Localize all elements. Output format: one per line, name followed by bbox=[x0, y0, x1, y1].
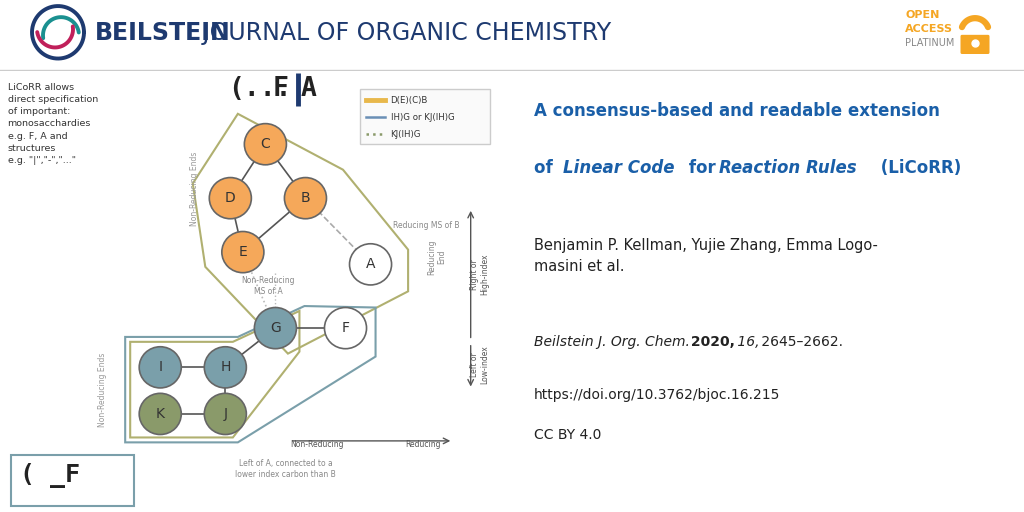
Text: A: A bbox=[300, 76, 316, 102]
Text: Benjamin P. Kellman, Yujie Zhang, Emma Logo-
masini et al.: Benjamin P. Kellman, Yujie Zhang, Emma L… bbox=[535, 239, 878, 274]
Text: G: G bbox=[270, 321, 281, 335]
Text: (...: (... bbox=[227, 76, 292, 102]
Text: for: for bbox=[683, 159, 721, 177]
Text: E: E bbox=[239, 245, 247, 259]
Circle shape bbox=[139, 393, 181, 435]
Circle shape bbox=[245, 123, 287, 165]
Text: Non-Reducing Ends: Non-Reducing Ends bbox=[98, 352, 108, 426]
Circle shape bbox=[209, 178, 251, 219]
Circle shape bbox=[205, 393, 247, 435]
Text: Left or
Low-index: Left or Low-index bbox=[470, 346, 489, 385]
Text: D(E)(C)B: D(E)(C)B bbox=[390, 96, 428, 104]
Text: ( _F: ( _F bbox=[20, 463, 80, 488]
Circle shape bbox=[222, 231, 264, 273]
Text: https://doi.org/10.3762/bjoc.16.215: https://doi.org/10.3762/bjoc.16.215 bbox=[535, 389, 780, 402]
Text: A: A bbox=[366, 258, 375, 271]
Text: ACCESS: ACCESS bbox=[905, 24, 953, 34]
Circle shape bbox=[285, 178, 327, 219]
Text: BEILSTEIN: BEILSTEIN bbox=[95, 22, 230, 45]
Text: LiCoRR allows
direct specification
of important:
monosacchardies
e.g. F, A and
s: LiCoRR allows direct specification of im… bbox=[7, 83, 97, 165]
Text: IH)G or KJ(IH)G: IH)G or KJ(IH)G bbox=[390, 113, 455, 122]
Text: Reducing
End: Reducing End bbox=[427, 239, 446, 275]
Text: D: D bbox=[225, 191, 236, 205]
Text: K: K bbox=[156, 407, 165, 421]
Circle shape bbox=[325, 308, 367, 349]
Circle shape bbox=[205, 347, 247, 388]
Text: OPEN: OPEN bbox=[905, 10, 939, 20]
Text: Left of A, connected to a
lower index carbon than B: Left of A, connected to a lower index ca… bbox=[236, 459, 336, 479]
Text: Linear Code: Linear Code bbox=[563, 159, 674, 177]
Text: F: F bbox=[273, 76, 289, 102]
Circle shape bbox=[254, 308, 296, 349]
Text: Reducing MS of B: Reducing MS of B bbox=[393, 221, 460, 229]
FancyBboxPatch shape bbox=[359, 89, 489, 144]
Text: of: of bbox=[535, 159, 558, 177]
Circle shape bbox=[349, 244, 391, 285]
Text: Reaction Rules: Reaction Rules bbox=[719, 159, 857, 177]
Text: CC BY 4.0: CC BY 4.0 bbox=[535, 428, 601, 442]
Text: 2020,: 2020, bbox=[686, 335, 735, 350]
Text: KJ(IH)G: KJ(IH)G bbox=[390, 130, 421, 139]
Text: I: I bbox=[159, 360, 162, 374]
Text: Non-Reducing: Non-Reducing bbox=[291, 440, 344, 449]
Text: A consensus-based and readable extension: A consensus-based and readable extension bbox=[535, 101, 940, 119]
Text: F: F bbox=[342, 321, 349, 335]
Text: C: C bbox=[260, 137, 270, 151]
Text: H: H bbox=[220, 360, 230, 374]
Text: Reducing: Reducing bbox=[406, 440, 441, 449]
Text: Non-Reducing Ends: Non-Reducing Ends bbox=[189, 151, 199, 225]
Text: Non-Reducing
MS of A: Non-Reducing MS of A bbox=[241, 275, 295, 296]
Text: 2645–2662.: 2645–2662. bbox=[757, 335, 843, 350]
Text: J: J bbox=[223, 407, 227, 421]
FancyBboxPatch shape bbox=[961, 35, 989, 54]
Text: PLATINUM: PLATINUM bbox=[905, 38, 954, 49]
Circle shape bbox=[139, 347, 181, 388]
Text: Beilstein J. Org. Chem.: Beilstein J. Org. Chem. bbox=[535, 335, 690, 350]
Text: B: B bbox=[301, 191, 310, 205]
Text: Right or
High-index: Right or High-index bbox=[470, 253, 489, 295]
Text: (LiCoRR): (LiCoRR) bbox=[876, 159, 962, 177]
Text: JOURNAL OF ORGANIC CHEMISTRY: JOURNAL OF ORGANIC CHEMISTRY bbox=[195, 22, 611, 45]
Text: 16,: 16, bbox=[732, 335, 759, 350]
